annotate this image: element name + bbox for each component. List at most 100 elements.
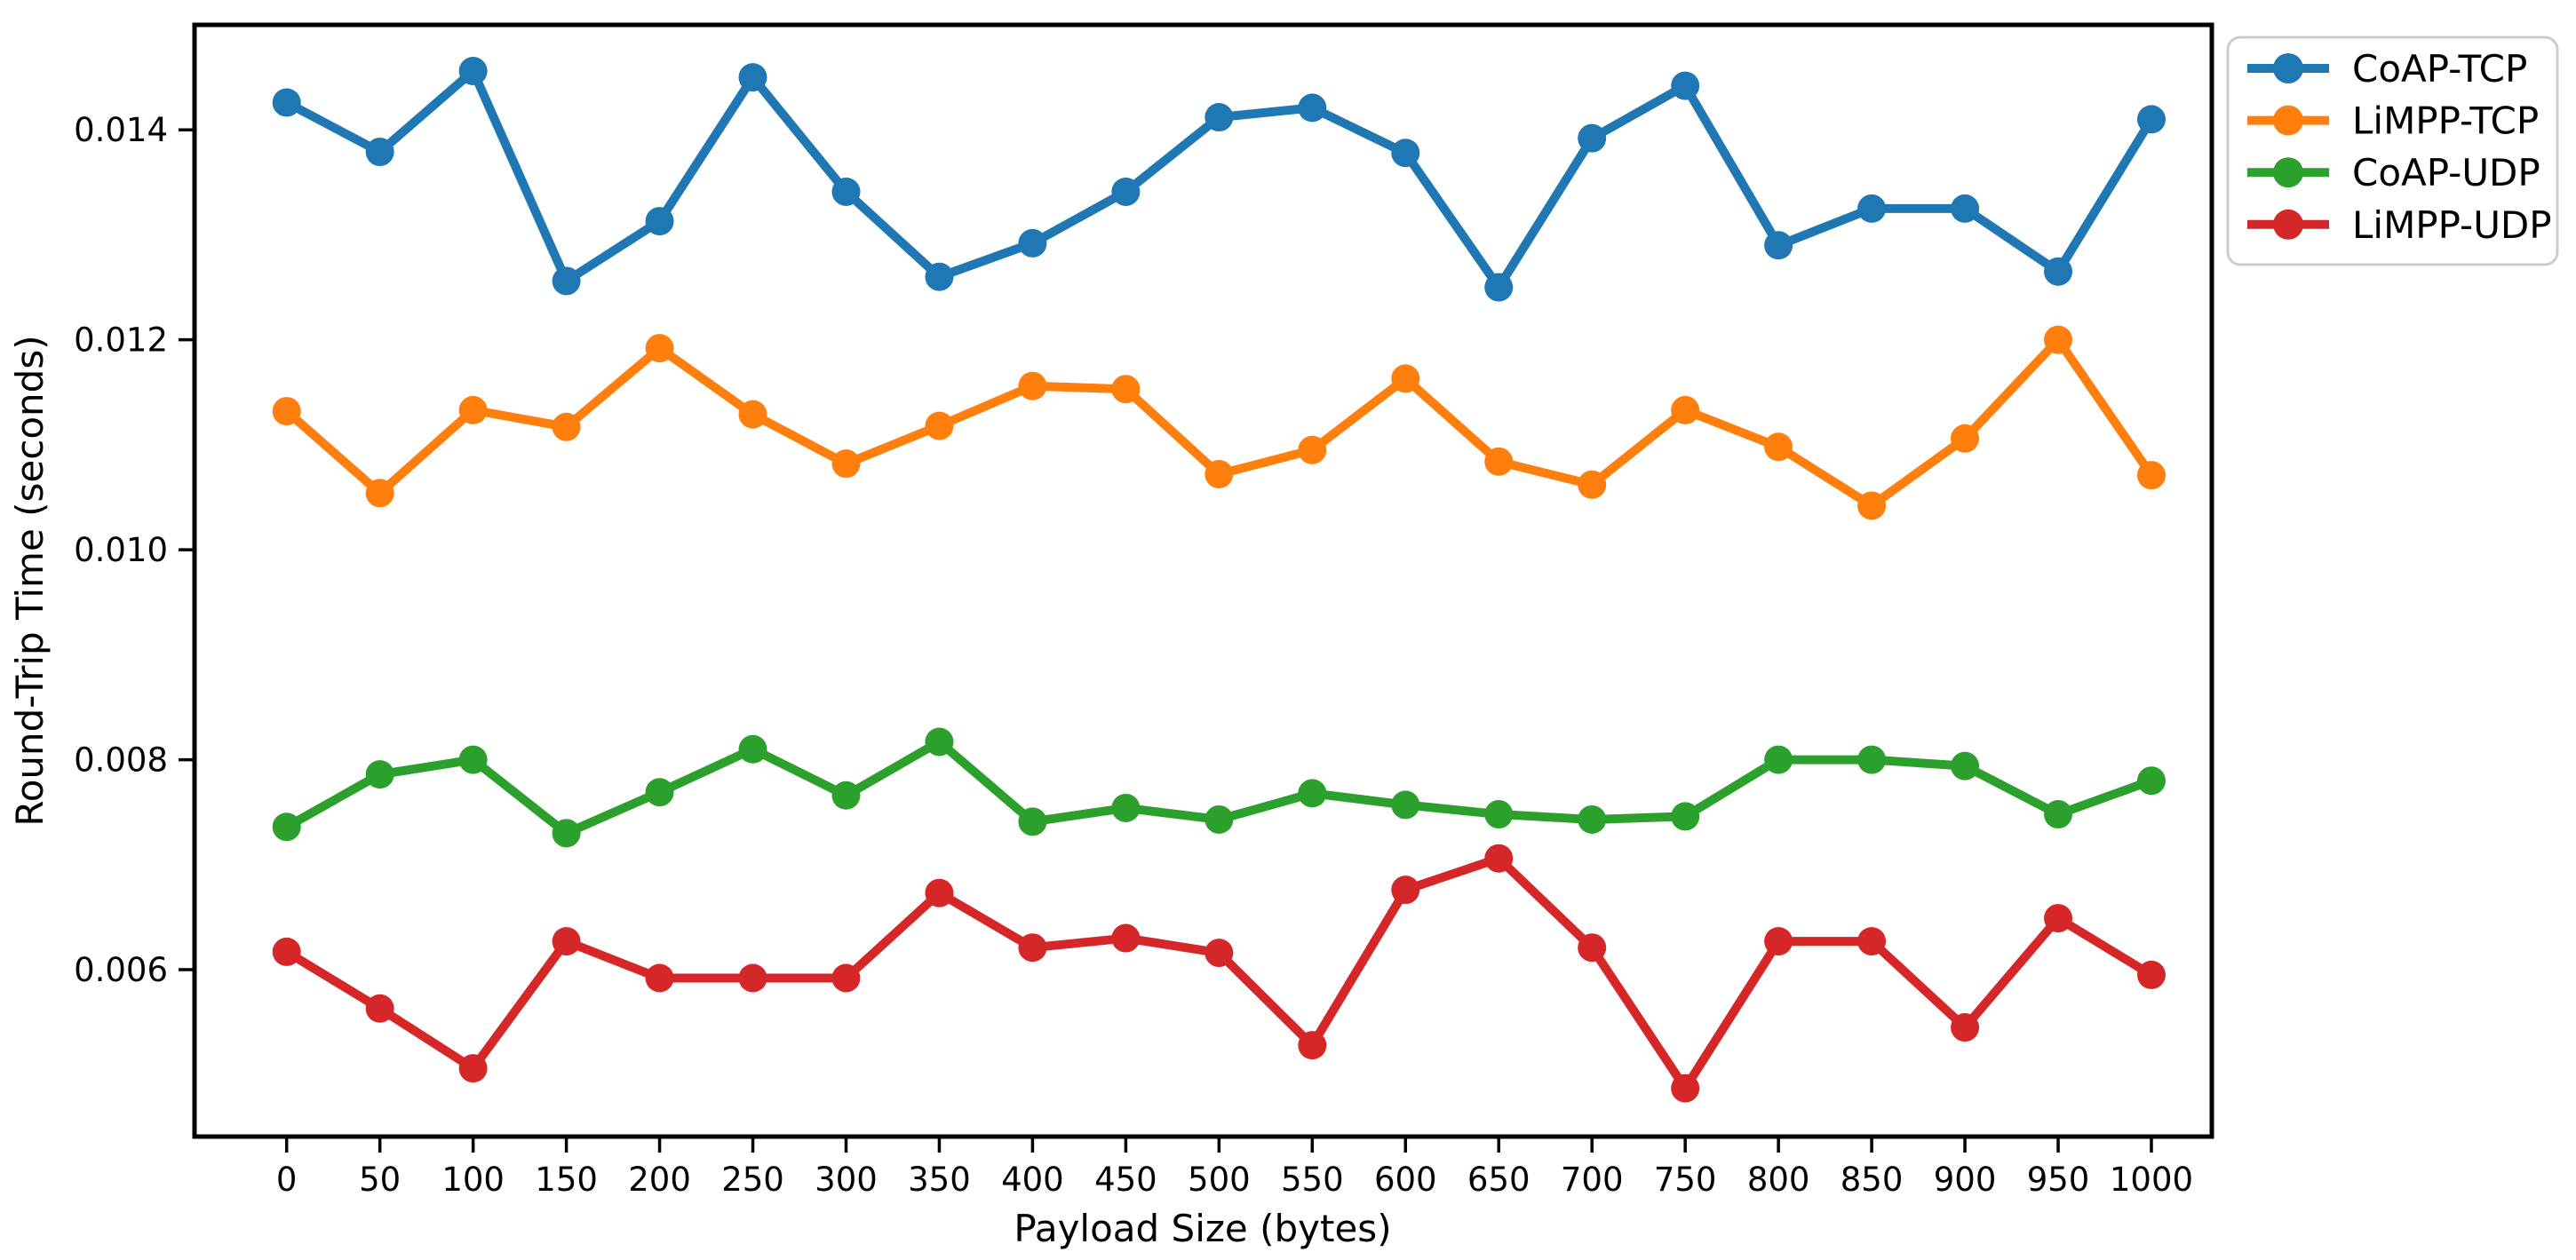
data-point [645, 778, 674, 807]
data-point [738, 963, 767, 993]
y-tick-label: 0.010 [74, 531, 168, 569]
data-point [925, 727, 954, 757]
series-line [282, 853, 2156, 1093]
data-point [925, 411, 954, 440]
x-tick-label: 500 [1188, 1161, 1251, 1199]
data-point [1671, 1074, 1700, 1103]
legend-marker [2273, 209, 2303, 240]
data-point [1764, 231, 1793, 260]
x-tick-label: 600 [1374, 1161, 1437, 1199]
legend-entry-CoAP-TCP: CoAP-TCP [2247, 47, 2527, 91]
data-point [1111, 177, 1141, 206]
x-tick-label: 900 [1934, 1161, 1997, 1199]
data-point [1578, 933, 1607, 963]
x-axis-label: Payload Size (bytes) [1014, 1207, 1391, 1250]
legend-entry-LiMPP-UDP: LiMPP-UDP [2247, 203, 2552, 247]
data-point [1764, 745, 1793, 774]
x-tick-label: 350 [908, 1161, 971, 1199]
data-point [1018, 228, 1047, 258]
data-point [1298, 93, 1327, 123]
data-point [365, 994, 394, 1023]
data-point [1298, 1031, 1327, 1060]
legend-entry-CoAP-UDP: CoAP-UDP [2247, 151, 2540, 194]
data-point [365, 760, 394, 789]
data-point [458, 395, 488, 424]
legend-label: CoAP-TCP [2352, 47, 2527, 91]
x-tick-label: 50 [359, 1161, 401, 1199]
data-point [1484, 844, 1514, 873]
data-point [925, 878, 954, 907]
data-point [1018, 371, 1047, 400]
data-point [552, 266, 581, 296]
data-point [1205, 939, 1234, 968]
data-point [1391, 876, 1420, 905]
data-point [1205, 103, 1234, 132]
data-point [2044, 800, 2073, 829]
data-point [645, 963, 674, 993]
data-point [1578, 123, 1607, 153]
data-point [1298, 779, 1327, 808]
data-point [552, 412, 581, 441]
data-point [1951, 1013, 1980, 1042]
data-point [2136, 105, 2166, 134]
legend-marker [2273, 157, 2303, 188]
data-point [1111, 375, 1141, 404]
x-tick-label: 550 [1281, 1161, 1344, 1199]
data-point [738, 63, 767, 92]
plot-border [192, 22, 2214, 1139]
data-point [2136, 461, 2166, 490]
data-point [1111, 793, 1141, 822]
y-tick-label: 0.012 [74, 321, 168, 360]
y-tick-label: 0.006 [74, 951, 168, 989]
data-point [458, 1054, 488, 1083]
data-point [831, 963, 861, 993]
legend-label: CoAP-UDP [2352, 151, 2540, 194]
data-point [1857, 927, 1887, 956]
data-point [925, 262, 954, 291]
data-point [645, 334, 674, 363]
x-tick-label: 700 [1561, 1161, 1624, 1199]
data-point [1205, 460, 1234, 489]
x-tick-label: 400 [1001, 1161, 1064, 1199]
data-point [645, 207, 674, 236]
y-tick-label: 0.008 [74, 741, 168, 780]
axes-layer: 0 50 100 150 200 250 300 350 400 450 500 550 600 650 7… [74, 22, 2214, 1199]
x-tick-label: 300 [815, 1161, 878, 1199]
data-point [2044, 904, 2073, 933]
x-tick-label: 1000 [2110, 1161, 2193, 1199]
data-point [272, 397, 301, 426]
series-CoAP-UDP [272, 727, 2166, 848]
data-point [1951, 751, 1980, 781]
data-point [1951, 194, 1980, 223]
data-point [738, 734, 767, 764]
y-axis-label: Round-Trip Time (seconds) [8, 335, 52, 826]
x-tick-label: 100 [441, 1161, 505, 1199]
data-point [738, 400, 767, 429]
data-point [1857, 491, 1887, 520]
x-tick-label: 150 [535, 1161, 598, 1199]
data-point [1857, 745, 1887, 774]
x-tick-label: 450 [1094, 1161, 1157, 1199]
legend-marker [2273, 105, 2303, 136]
x-tick-label: 750 [1654, 1161, 1717, 1199]
data-point [831, 781, 861, 810]
data-point [1578, 804, 1607, 834]
legend-entry-LiMPP-TCP: LiMPP-TCP [2247, 99, 2539, 143]
series-LiMPP-TCP [272, 325, 2166, 520]
legend-label: LiMPP-TCP [2352, 99, 2539, 143]
data-point [1578, 470, 1607, 499]
data-point [365, 138, 394, 167]
data-point [1391, 364, 1420, 393]
x-tick-label: 950 [2027, 1161, 2090, 1199]
data-point [2136, 766, 2166, 796]
x-tick-label: 650 [1467, 1161, 1530, 1199]
data-point [272, 937, 301, 966]
data-point [458, 745, 488, 774]
x-tick-label: 0 [276, 1161, 298, 1199]
data-point [1298, 435, 1327, 464]
data-point [1764, 927, 1793, 956]
data-point [1671, 71, 1700, 100]
data-point [831, 449, 861, 479]
